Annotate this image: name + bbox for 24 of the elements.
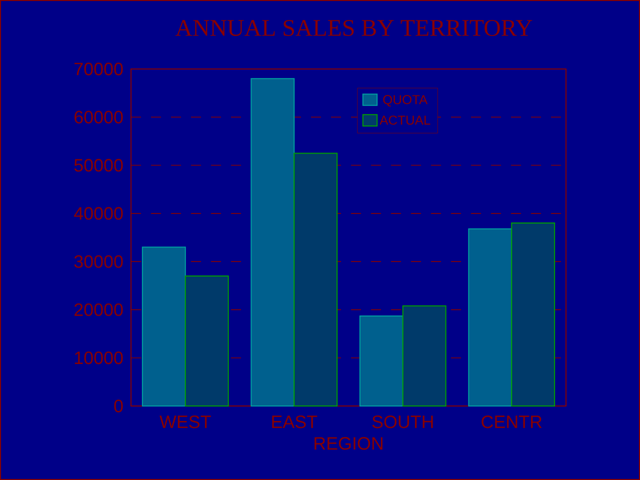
x-axis-title: REGION: [314, 437, 382, 450]
x-tick-label: WEST: [160, 415, 211, 428]
y-tick-label: 0: [114, 400, 123, 412]
y-tick-label: 20000: [74, 303, 123, 316]
x-tick-label: SOUTH: [372, 415, 433, 428]
y-tick-label: 50000: [74, 158, 123, 172]
bar: [184, 276, 229, 406]
y-tick-label: 40000: [74, 207, 123, 220]
bar: [511, 222, 556, 406]
x-tick-label: CENTR: [482, 415, 542, 428]
chart-title: ANNUAL SALES BY TERRITORY: [175, 20, 532, 36]
bar: [402, 305, 446, 406]
bar: [359, 315, 404, 406]
legend-label: QUOTA: [383, 95, 428, 107]
bar: [468, 228, 512, 406]
x-tick-label: EAST: [272, 415, 318, 428]
y-tick-label: 70000: [74, 62, 123, 76]
bar: [142, 246, 186, 406]
y-tick-label: 30000: [74, 255, 123, 268]
bar: [294, 152, 338, 406]
y-tick-label: 10000: [74, 351, 123, 364]
y-tick-label: 60000: [74, 110, 123, 124]
legend-label: ACTUAL: [380, 116, 430, 125]
bar: [250, 78, 295, 406]
